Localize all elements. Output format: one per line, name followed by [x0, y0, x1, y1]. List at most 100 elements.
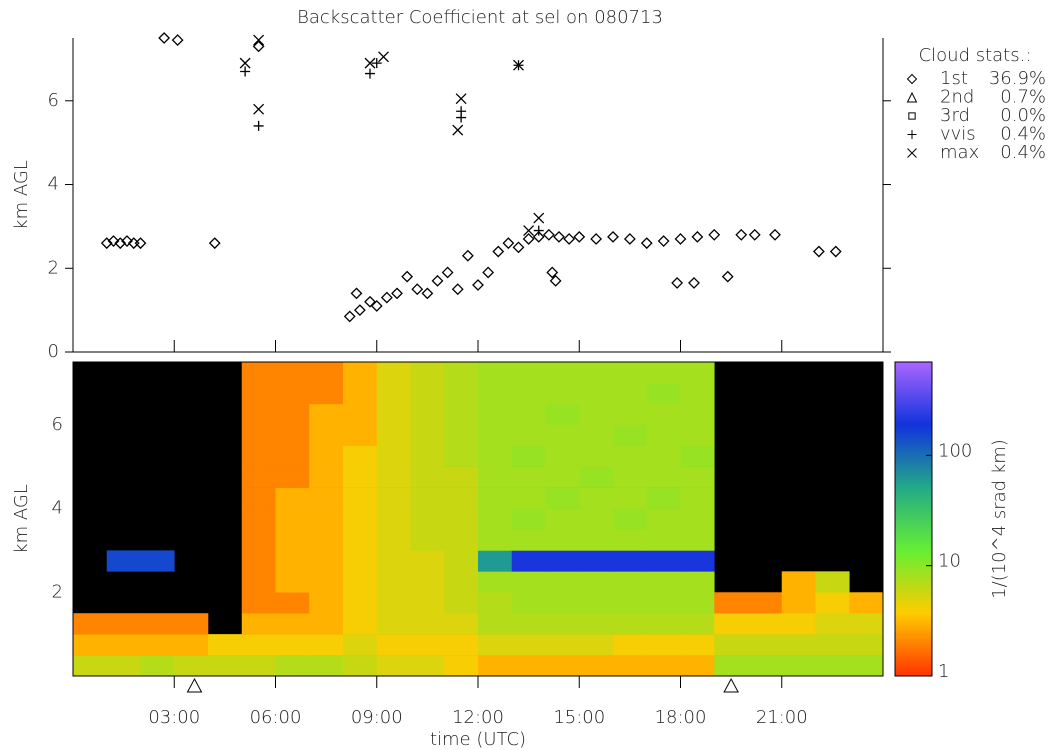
- heatmap-cell: [343, 382, 378, 405]
- heatmap-cell: [579, 445, 614, 467]
- heatmap-cell: [545, 613, 580, 635]
- legend-stat: 0.7%: [1000, 87, 1046, 108]
- heatmap-cell: [444, 403, 479, 426]
- heatmap-cell: [444, 362, 479, 384]
- heatmap-cell: [478, 487, 513, 509]
- colorbar-tick-label: 10: [938, 551, 961, 572]
- heatmap-cell: [376, 487, 411, 509]
- data-point: [502, 237, 515, 250]
- legend-name: 2nd: [940, 87, 974, 108]
- data-point: [573, 230, 586, 243]
- heatmap-cell: [511, 613, 546, 635]
- heatmap-cell: [613, 550, 648, 572]
- heatmap-cell: [140, 655, 175, 677]
- heatmap-cell: [815, 613, 850, 635]
- heatmap-cell: [106, 634, 141, 656]
- data-point: [452, 124, 464, 136]
- data-point: [472, 279, 484, 291]
- heatmap-cell: [579, 592, 614, 614]
- y-tick-label: 2: [48, 257, 59, 278]
- heatmap-cell: [343, 466, 378, 488]
- heatmap-cell: [613, 466, 648, 488]
- heatmap-cell: [545, 445, 580, 467]
- data-point: [513, 59, 524, 71]
- heatmap-cell: [511, 655, 546, 677]
- y-tick-label: 4: [52, 498, 63, 519]
- heatmap-cell: [781, 571, 816, 593]
- heatmap-cell: [545, 382, 580, 405]
- heatmap-cell: [680, 382, 715, 405]
- heatmap-cell: [579, 424, 614, 447]
- heatmap-cell: [275, 613, 310, 635]
- heatmap-cell: [680, 550, 715, 572]
- heatmap-cell: [275, 466, 310, 488]
- data-point: [343, 310, 356, 323]
- heatmap-cell: [680, 445, 715, 467]
- heatmap-cell: [579, 655, 614, 677]
- heatmap-cell: [545, 592, 580, 614]
- data-point: [370, 300, 383, 312]
- data-point: [522, 233, 535, 245]
- data-point: [253, 34, 265, 46]
- heatmap-cell: [545, 487, 580, 509]
- heatmap-cell: [444, 508, 479, 530]
- heatmap-cell: [241, 424, 276, 447]
- x-tick-label: 06:00: [250, 707, 302, 728]
- data-point: [461, 249, 474, 262]
- heatmap-cell: [376, 382, 411, 405]
- legend-stat: 0.0%: [1000, 105, 1046, 126]
- legend-name: 3rd: [940, 105, 970, 126]
- heatmap-cell: [511, 424, 546, 447]
- data-point: [721, 270, 734, 283]
- data-point: [640, 237, 653, 250]
- heatmap-cell: [376, 362, 411, 384]
- data-point: [364, 295, 376, 308]
- heatmap-cell: [579, 613, 614, 635]
- heatmap-cell: [343, 613, 378, 635]
- heatmap-cell: [545, 529, 580, 551]
- heatmap-cell: [275, 592, 310, 614]
- heatmap-cell: [478, 382, 513, 405]
- heatmap-cell: [613, 508, 648, 530]
- heatmap-cell: [343, 508, 378, 530]
- heatmap-cell: [545, 508, 580, 530]
- legend-marker: [907, 148, 917, 158]
- heatmap-cell: [73, 613, 108, 635]
- heatmap-cell: [478, 403, 513, 426]
- heatmap-cell: [140, 634, 175, 656]
- heatmap-cell: [849, 634, 884, 656]
- heatmap-cell: [140, 550, 175, 572]
- heatmap-cell: [410, 362, 445, 384]
- heatmap-cell: [478, 529, 513, 551]
- heatmap-cell: [309, 424, 344, 447]
- data-point: [563, 233, 576, 245]
- heatmap-cell: [511, 487, 546, 509]
- heatmap-cell: [680, 529, 715, 551]
- heatmap-cell: [646, 466, 681, 488]
- heatmap-cell: [410, 466, 445, 488]
- heatmap-cell: [680, 613, 715, 635]
- heatmap-cell: [376, 613, 411, 635]
- heatmap-cell: [309, 529, 344, 551]
- heatmap-cell: [73, 655, 108, 677]
- heatmap-cell: [309, 382, 344, 405]
- data-point: [812, 245, 825, 258]
- heatmap-cell: [444, 613, 479, 635]
- legend-marker: [906, 91, 918, 103]
- data-point: [523, 225, 535, 237]
- data-point: [100, 237, 113, 250]
- data-point: [208, 237, 221, 250]
- heatmap-cell: [309, 487, 344, 509]
- y-tick-label: 2: [52, 581, 63, 602]
- heatmap-cell: [174, 613, 209, 635]
- heatmap-cell: [241, 613, 276, 635]
- heatmap-cell: [343, 487, 378, 509]
- heatmap-cell: [275, 550, 310, 572]
- heatmap-cell: [376, 403, 411, 426]
- data-point: [371, 58, 382, 69]
- y-tick-label: 0: [48, 341, 59, 362]
- heatmap-cell: [680, 362, 715, 384]
- heatmap-cell: [545, 362, 580, 384]
- heatmap-cell: [781, 655, 816, 677]
- heatmap-cell: [748, 655, 783, 677]
